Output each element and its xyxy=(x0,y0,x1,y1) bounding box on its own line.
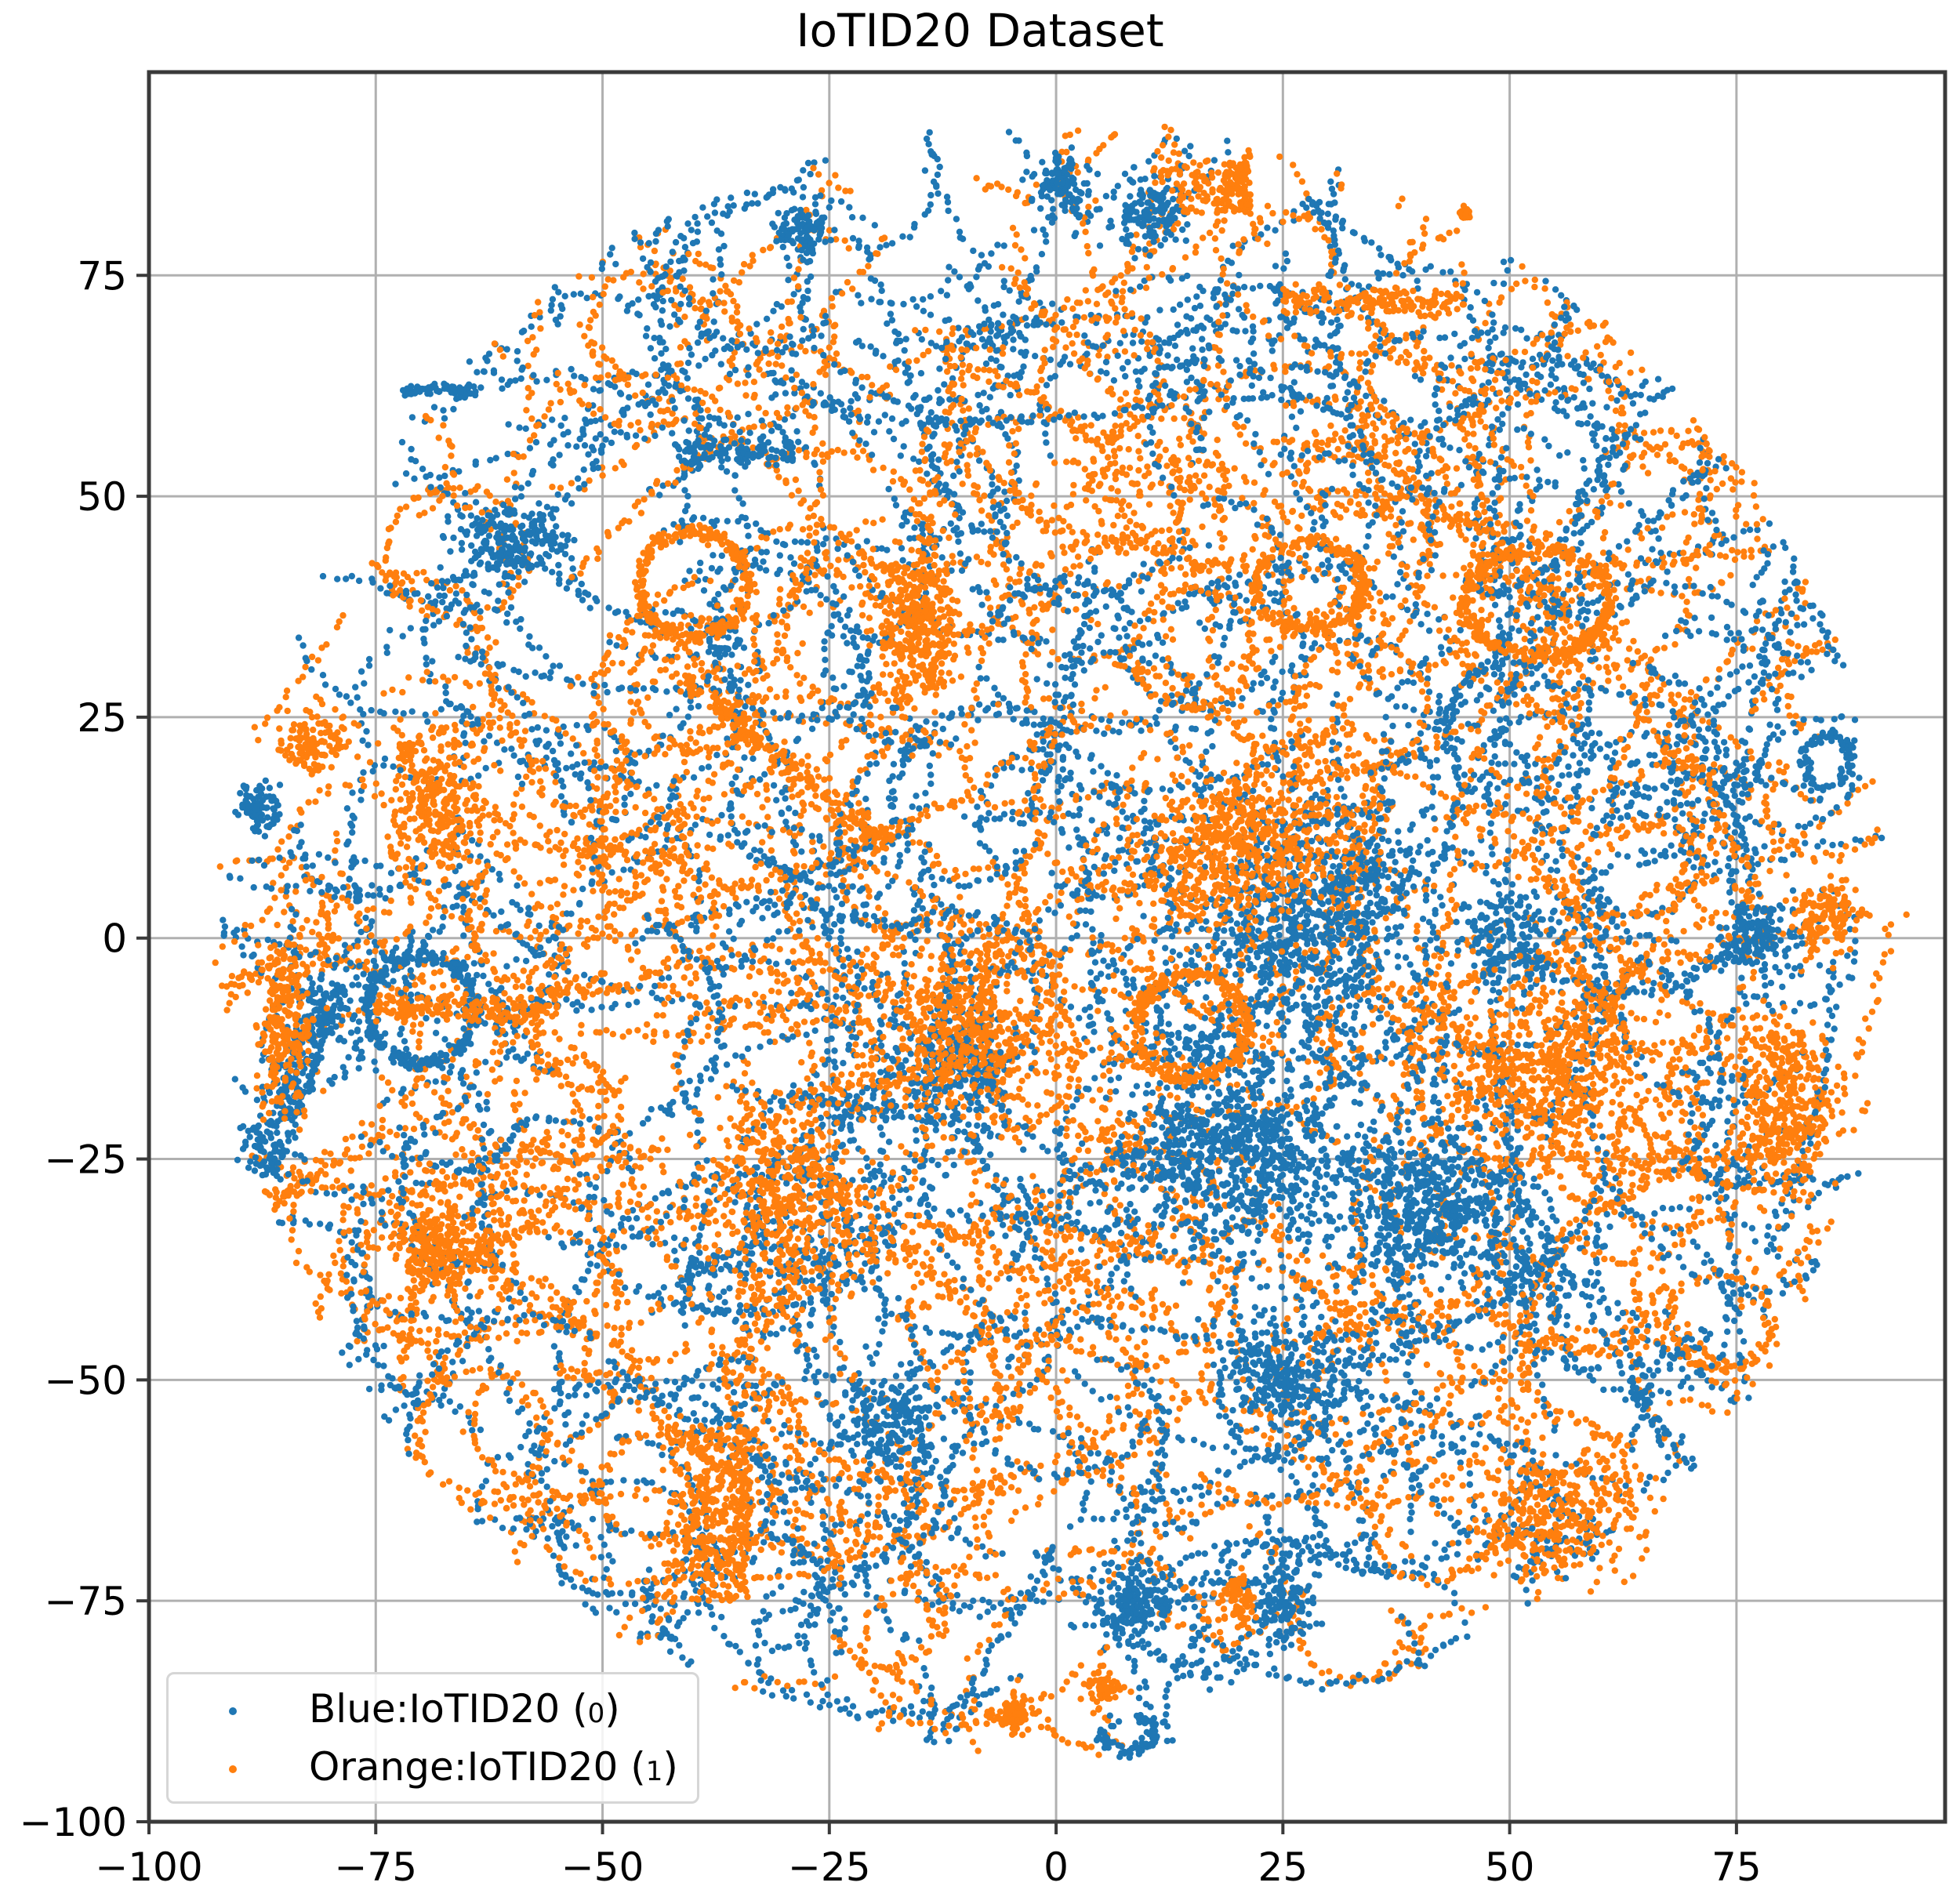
x-tick-label: −100 xyxy=(95,1844,202,1890)
x-tick-label: −25 xyxy=(788,1844,871,1890)
legend-label-orange: Orange:IoTID20 (1) xyxy=(309,1743,678,1795)
legend-marker-orange-icon xyxy=(229,1765,237,1773)
legend: Blue:IoTID20 (0) Orange:IoTID20 (1) xyxy=(166,1672,699,1804)
scatter-plot: −100 −75 −50 −25 0 25 50 75 −100 −75 −50 −25 0 25 50 75 xyxy=(0,0,1960,1897)
legend-item-blue: Blue:IoTID20 (0) xyxy=(169,1684,620,1739)
legend-marker-blue-icon xyxy=(229,1707,237,1715)
legend-label-blue: Blue:IoTID20 (0) xyxy=(309,1685,620,1737)
y-tick-label: −100 xyxy=(20,1800,127,1845)
x-tick-label: −75 xyxy=(335,1844,418,1890)
x-tick-label: 75 xyxy=(1711,1844,1762,1890)
y-tick-label: −75 xyxy=(44,1579,127,1624)
y-tick-label: 25 xyxy=(77,695,127,741)
x-tick-label: 0 xyxy=(1044,1844,1069,1890)
y-tick-label: 75 xyxy=(77,253,127,299)
y-tick-label: 0 xyxy=(102,916,127,962)
x-tick-label: 25 xyxy=(1258,1844,1308,1890)
y-tick-label: 50 xyxy=(77,474,127,520)
y-tick-label: −50 xyxy=(44,1358,127,1403)
data-points xyxy=(212,124,1910,1761)
legend-item-orange: Orange:IoTID20 (1) xyxy=(169,1742,678,1797)
y-tick-label: −25 xyxy=(44,1137,127,1183)
x-tick-label: −50 xyxy=(561,1844,644,1890)
x-tick-label: 50 xyxy=(1485,1844,1535,1890)
